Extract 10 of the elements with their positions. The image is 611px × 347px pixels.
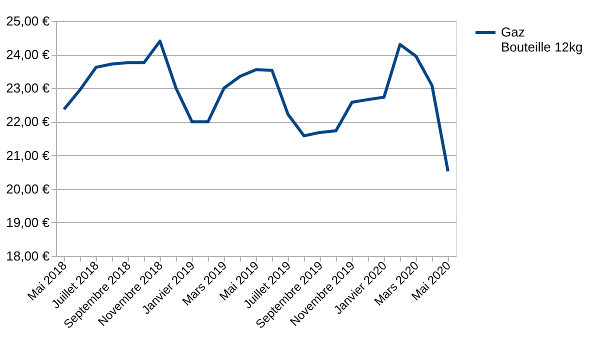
y-tick-label: 23,00 € <box>6 80 50 96</box>
y-tick-label: 19,00 € <box>6 214 50 230</box>
y-tick-label: 18,00 € <box>6 248 50 264</box>
y-tick-label: 21,00 € <box>6 148 50 163</box>
y-tick-label: 24,00 € <box>6 47 50 62</box>
line-series <box>62 40 450 173</box>
legend-label: Gaz Bouteille 12kg <box>501 24 583 54</box>
y-tick-label: 20,00 € <box>6 181 50 196</box>
y-tick-label: 22,00 € <box>6 114 50 130</box>
y-tick-label: 25,00 € <box>6 14 50 28</box>
